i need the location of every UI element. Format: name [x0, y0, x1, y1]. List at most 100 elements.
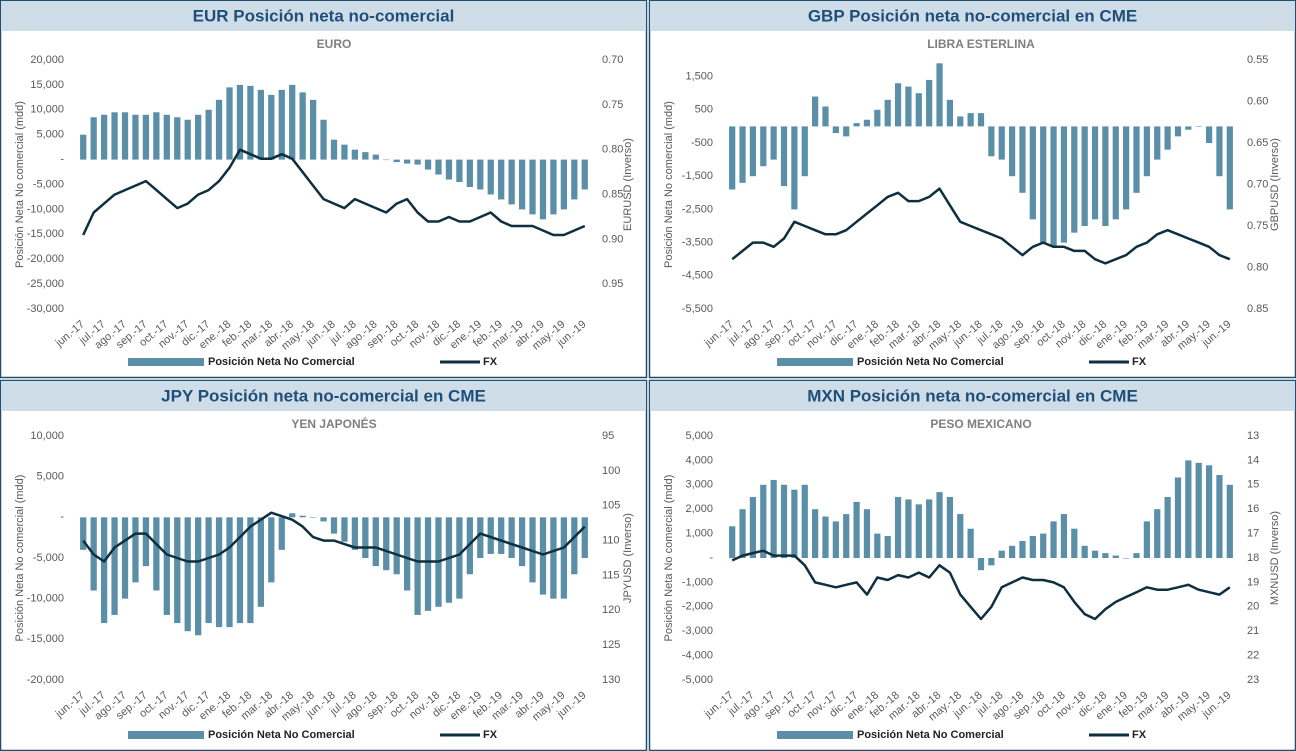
- bar: [163, 517, 170, 615]
- bar: [362, 152, 369, 160]
- tick-label: -3,500: [682, 237, 713, 249]
- tick-label: 0.75: [1247, 220, 1268, 232]
- tick-label: 5,000: [36, 471, 64, 483]
- chart-panel: EUR Posición neta no-comercial EURO 20,000…: [0, 0, 648, 379]
- bar: [372, 517, 379, 567]
- bar: [1029, 536, 1036, 558]
- bar: [80, 134, 87, 160]
- bar: [174, 117, 181, 160]
- bar: [1174, 126, 1182, 137]
- bar: [1123, 558, 1130, 559]
- tick-label: -15,000: [27, 228, 64, 240]
- bar: [1040, 533, 1047, 558]
- subtitle: PESO MEXICANO: [930, 417, 1031, 431]
- bar: [195, 114, 202, 160]
- fx-line: [731, 187, 1231, 265]
- bar: [445, 517, 453, 603]
- bar: [1154, 126, 1161, 160]
- tick-label: 22: [1247, 650, 1259, 662]
- tick-label: 0.70: [602, 54, 623, 66]
- tick-label: 130: [602, 674, 620, 686]
- tick-label: 10,000: [30, 430, 64, 442]
- tick-label: -3,000: [682, 625, 713, 637]
- panel-border: [648, 0, 1296, 379]
- bar: [309, 517, 317, 518]
- bar: [341, 517, 348, 542]
- bar: [832, 521, 839, 558]
- panel-border: [648, 379, 1296, 751]
- bar: [1112, 126, 1119, 220]
- tick-label: 1,000: [685, 528, 713, 540]
- tick-label: -5,500: [682, 303, 713, 315]
- bar: [1071, 126, 1078, 233]
- chart-panel: GBP Posición neta no-comercial en CME LIB…: [648, 0, 1296, 379]
- bar: [1060, 126, 1068, 243]
- bar: [998, 550, 1005, 558]
- bar: [153, 112, 160, 160]
- bar: [257, 517, 264, 607]
- tick-label: 5,000: [685, 430, 713, 442]
- bar: [268, 94, 275, 160]
- bar: [1008, 545, 1016, 558]
- tick-label: -: [709, 552, 713, 564]
- bar: [729, 126, 736, 190]
- bar: [791, 489, 798, 558]
- bar: [445, 159, 453, 180]
- bar: [289, 84, 296, 160]
- fx-line: [731, 549, 1231, 621]
- bar: [1081, 545, 1088, 558]
- bar: [205, 109, 212, 160]
- bar: [1019, 540, 1026, 558]
- bar: [739, 126, 746, 183]
- bar: [1226, 484, 1233, 558]
- bar: [393, 517, 400, 575]
- bar: [1205, 465, 1213, 558]
- bar: [832, 126, 839, 134]
- y-axis-label: Posición Neta No comercial (mdd): [14, 101, 26, 268]
- tick-label: 0.85: [602, 189, 623, 201]
- bar: [812, 96, 819, 127]
- tick-label: -25,000: [27, 278, 64, 290]
- tick-label: 95: [602, 430, 614, 442]
- tick-label: -4,500: [682, 270, 713, 282]
- tick-label: 20,000: [30, 54, 64, 66]
- bar: [894, 83, 902, 127]
- tick-label: 110: [602, 534, 620, 546]
- bar: [299, 92, 306, 160]
- chart-panel: JPY Posición neta no-comercial en CME YEN…: [0, 379, 648, 751]
- bar: [1050, 126, 1057, 246]
- bar: [1112, 555, 1119, 558]
- bar: [215, 517, 223, 628]
- bar: [1164, 497, 1171, 558]
- bar: [362, 517, 369, 558]
- tick-label: -2,500: [682, 203, 713, 215]
- tick-label: 0.85: [1247, 303, 1268, 315]
- tick-label: 1,500: [685, 71, 713, 83]
- bar: [121, 112, 129, 160]
- tick-label: 0.80: [1247, 261, 1268, 273]
- bar: [184, 119, 191, 160]
- legend-label: Posición Neta No Comercial: [857, 356, 1004, 368]
- legend-label: Posición Neta No Comercial: [208, 356, 355, 368]
- y-axis-label: Posición Neta No comercial (mdd): [14, 475, 26, 642]
- bar: [822, 516, 829, 558]
- tick-label: 10,000: [30, 104, 64, 116]
- legend-swatch: [777, 358, 853, 366]
- tick-label: 100: [602, 465, 620, 477]
- bar: [498, 517, 505, 554]
- tick-label: -20,000: [27, 674, 64, 686]
- bar: [100, 517, 108, 624]
- bar: [383, 159, 390, 161]
- bar: [915, 504, 922, 558]
- bar: [1195, 126, 1202, 127]
- bar: [539, 517, 547, 595]
- bar: [905, 499, 912, 558]
- legend-label: FX: [483, 356, 498, 368]
- bar: [843, 126, 850, 137]
- bar: [936, 492, 943, 558]
- bar: [257, 89, 264, 160]
- tick-label: 15,000: [30, 79, 64, 91]
- bar: [435, 159, 442, 175]
- bar: [926, 499, 933, 558]
